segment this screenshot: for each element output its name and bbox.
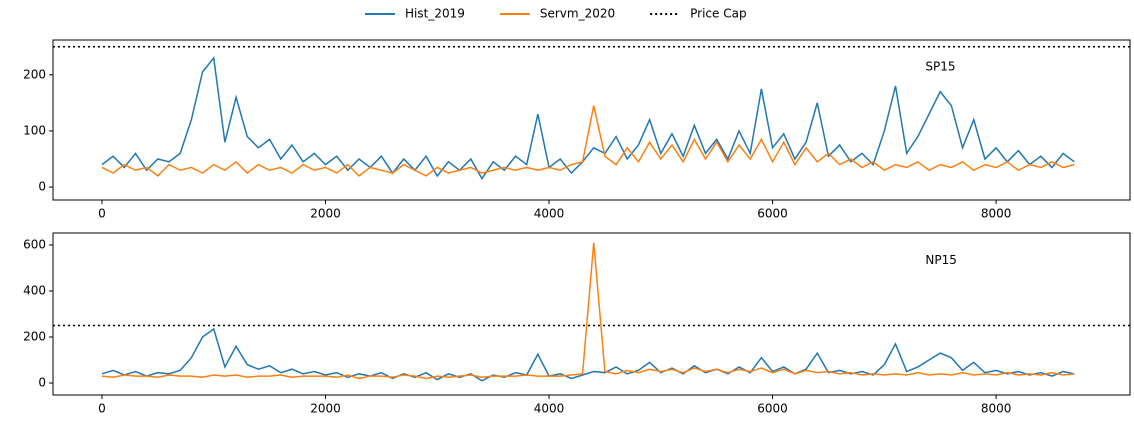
legend-label: Price Cap [690,7,746,21]
legend-label: Servm_2020 [540,7,615,21]
plot-area [101,56,1075,181]
subplot-label: SP15 [925,60,955,74]
y-tick-label: 400 [23,283,46,297]
legend-label: Hist_2019 [405,7,465,21]
subplot-label: NP15 [925,253,956,267]
x-tick-label: 4000 [534,402,565,416]
series-line [101,105,1075,177]
x-tick-label: 2000 [310,207,341,221]
y-tick-label: 0 [38,180,46,194]
x-tick-label: 0 [98,207,106,221]
y-tick-label: 200 [23,330,46,344]
legend: Hist_2019 Servm_2020 Price Cap [365,7,747,21]
subplot: 0 2000 4000 6000 8000 0 200 400 600 NP15 [23,232,1131,416]
subplot: 0 2000 4000 6000 8000 0 100 200 SP15 [23,39,1131,221]
series-line [101,56,1075,181]
x-tick-label: 4000 [534,207,565,221]
y-tick-label: 200 [23,67,46,81]
x-tick-label: 6000 [757,207,788,221]
y-tick-label: 100 [23,123,46,137]
y-tick-label: 0 [38,376,46,390]
series-line [101,327,1075,382]
x-tick-label: 8000 [981,402,1012,416]
plot-area [101,242,1075,382]
x-tick-label: 2000 [310,402,341,416]
y-tick-label: 600 [23,237,46,251]
axes-frame [52,232,1131,396]
x-tick-label: 6000 [757,402,788,416]
axes-frame [52,39,1131,201]
x-tick-label: 8000 [981,207,1012,221]
x-tick-label: 0 [98,402,106,416]
series-line [101,242,1075,380]
